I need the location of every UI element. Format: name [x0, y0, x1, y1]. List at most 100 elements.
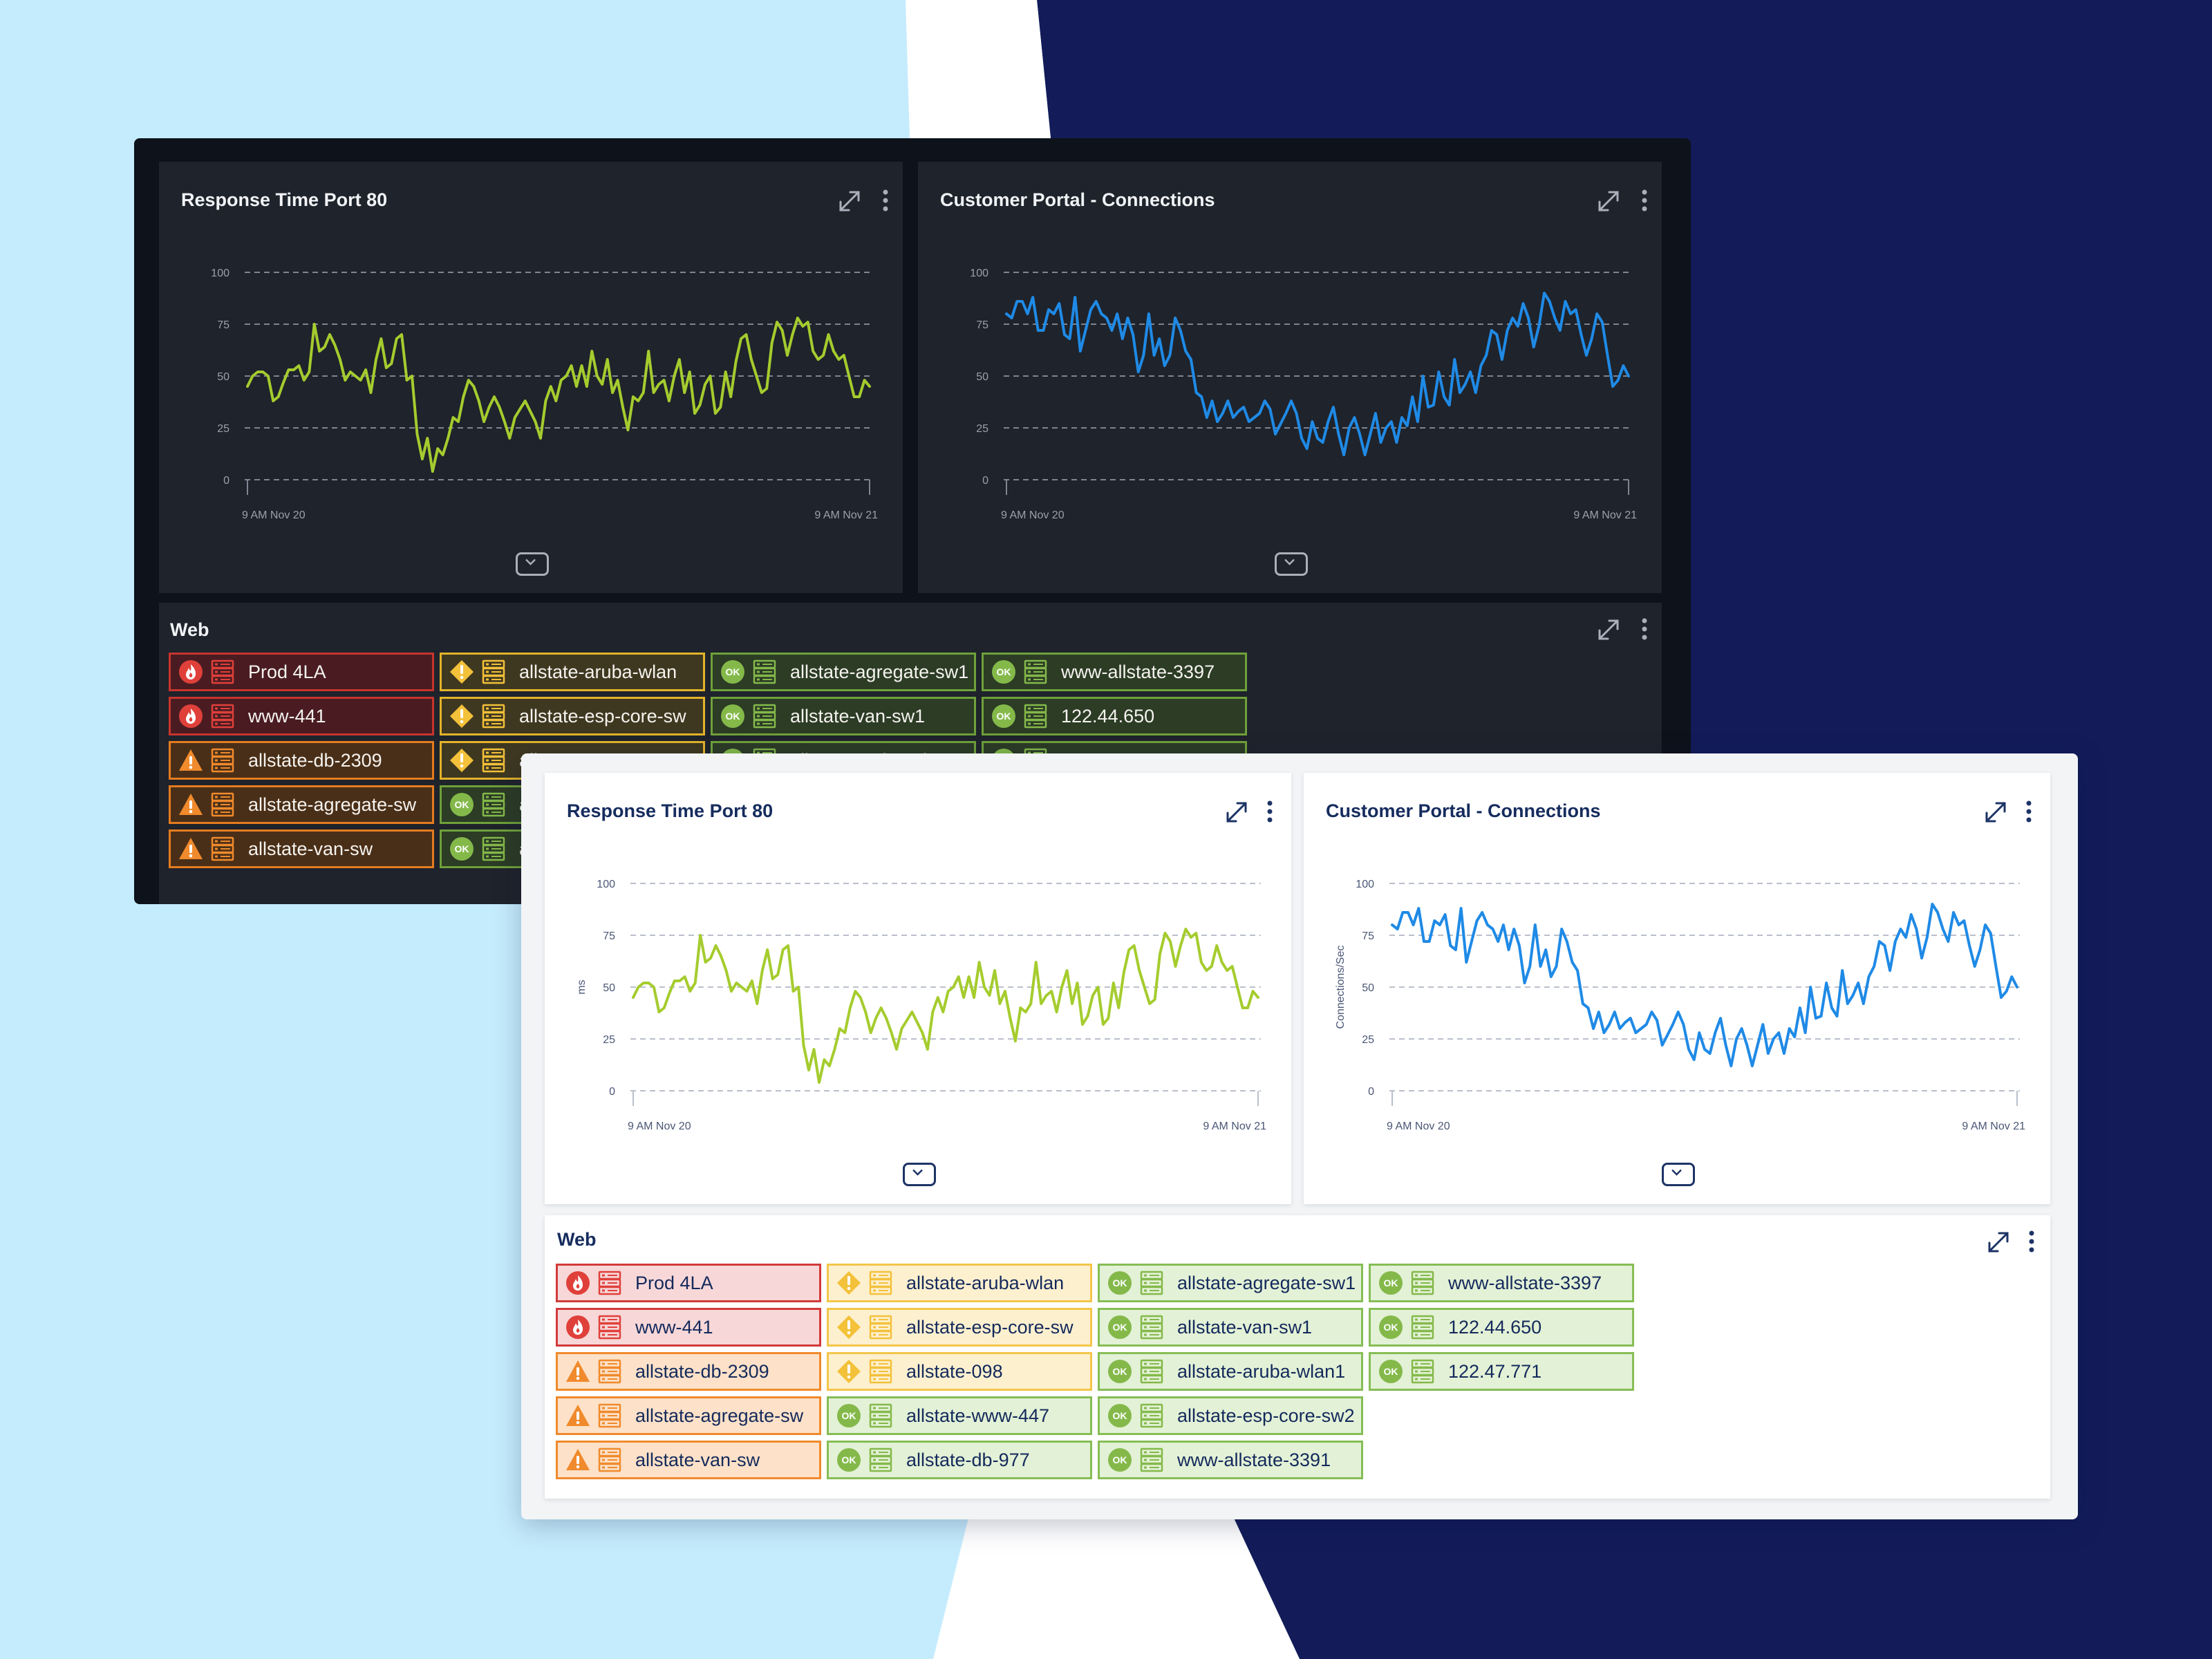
svg-text:OK: OK: [842, 1454, 856, 1465]
x-tick-label: 9 AM Nov 20: [1001, 509, 1065, 521]
expand-icon[interactable]: [1597, 189, 1620, 213]
chart-title: Customer Portal - Connections: [1326, 800, 1601, 821]
svg-text:OK: OK: [1384, 1322, 1398, 1333]
y-tick-label: 75: [1362, 930, 1374, 942]
tile-name: allstate-van-sw1: [790, 705, 926, 727]
web-tile[interactable]: allstate-van-sw: [169, 830, 434, 868]
tile-name: allstate-agregate-sw: [248, 794, 417, 815]
flame-icon: [566, 1315, 590, 1339]
svg-text:OK: OK: [1384, 1366, 1398, 1377]
tile-name: www-allstate-3397: [1061, 661, 1215, 682]
web-tile[interactable]: allstate-aruba-wlan: [440, 653, 705, 691]
warning-diamond-icon: [837, 1360, 861, 1383]
expand-icon[interactable]: [838, 189, 861, 213]
y-tick-label: 50: [217, 371, 229, 383]
y-tick-label: 75: [603, 930, 615, 942]
collapse-button[interactable]: [516, 552, 549, 576]
svg-text:OK: OK: [1113, 1277, 1127, 1288]
server-icon: [753, 704, 776, 729]
web-tile[interactable]: allstate-esp-core-sw: [440, 697, 705, 735]
web-tile[interactable]: OK 122.47.771: [1369, 1352, 1634, 1391]
collapse-button[interactable]: [1662, 1163, 1695, 1186]
tile-name: allstate-www-447: [906, 1405, 1050, 1426]
svg-text:OK: OK: [997, 666, 1011, 677]
x-tick-label: 9 AM Nov 20: [1387, 1121, 1450, 1132]
collapse-button[interactable]: [1275, 552, 1308, 576]
ok-badge-icon: OK: [450, 793, 474, 816]
series-line: [1005, 292, 1630, 456]
y-tick-label: 100: [1356, 879, 1374, 890]
web-tile[interactable]: OK allstate-van-sw1: [1098, 1308, 1363, 1347]
web-tile[interactable]: OK allstate-db-977: [827, 1441, 1092, 1479]
ok-badge-icon: OK: [1108, 1360, 1132, 1383]
expand-icon[interactable]: [1225, 800, 1248, 824]
web-tile[interactable]: www-441: [556, 1308, 821, 1347]
ok-badge-icon: OK: [837, 1404, 861, 1427]
server-icon: [1411, 1359, 1434, 1384]
web-tile[interactable]: allstate-agregate-sw: [169, 785, 434, 824]
ok-badge-icon: OK: [837, 1448, 861, 1472]
server-icon: [1411, 1315, 1434, 1340]
server-icon: [482, 792, 505, 817]
more-options-icon[interactable]: [1640, 188, 1649, 213]
y-tick-label: 25: [603, 1034, 615, 1046]
ok-badge-icon: OK: [1108, 1448, 1132, 1472]
tile-name: www-allstate-3391: [1177, 1449, 1331, 1470]
svg-text:OK: OK: [455, 799, 469, 810]
ok-badge-icon: OK: [1379, 1360, 1403, 1383]
web-tile[interactable]: OK allstate-aruba-wlan1: [1098, 1352, 1363, 1391]
web-tile[interactable]: OK 122.44.650: [1369, 1308, 1634, 1347]
expand-icon[interactable]: [1987, 1230, 2010, 1254]
collapse-button[interactable]: [903, 1163, 936, 1186]
web-tile[interactable]: OK www-allstate-3397: [982, 653, 1247, 691]
web-tile[interactable]: OK 122.44.650: [982, 697, 1247, 735]
web-tile[interactable]: OK allstate-agregate-sw1: [711, 653, 976, 691]
web-tile[interactable]: allstate-db-2309: [556, 1352, 821, 1391]
tile-name: 122.44.650: [1448, 1316, 1542, 1338]
warning-diamond-icon: [450, 660, 474, 684]
web-tile[interactable]: allstate-agregate-sw: [556, 1396, 821, 1435]
y-tick-label: 100: [970, 268, 988, 279]
web-tile[interactable]: OK allstate-agregate-sw1: [1098, 1264, 1363, 1302]
ok-badge-icon: OK: [1108, 1315, 1132, 1339]
server-icon: [482, 704, 505, 729]
web-tile[interactable]: allstate-esp-core-sw: [827, 1308, 1092, 1347]
more-options-icon[interactable]: [1265, 799, 1275, 824]
more-options-icon[interactable]: [881, 188, 890, 213]
warning-diamond-icon: [450, 749, 474, 772]
expand-icon[interactable]: [1597, 618, 1620, 641]
more-options-icon[interactable]: [2027, 1229, 2036, 1254]
warning-triangle-icon: [179, 749, 203, 771]
tile-name: allstate-aruba-wlan: [906, 1272, 1065, 1293]
tile-name: Prod 4LA: [635, 1272, 713, 1293]
web-tile[interactable]: OK allstate-van-sw1: [711, 697, 976, 735]
web-tile[interactable]: Prod 4LA: [169, 653, 434, 691]
web-tile[interactable]: www-441: [169, 697, 434, 735]
web-tile[interactable]: allstate-van-sw: [556, 1441, 821, 1479]
warning-triangle-icon: [179, 838, 203, 859]
web-tile[interactable]: OK allstate-esp-core-sw2: [1098, 1396, 1363, 1435]
expand-icon[interactable]: [1984, 800, 2007, 824]
more-options-icon[interactable]: [1640, 617, 1649, 641]
y-tick-label: 0: [609, 1086, 615, 1098]
tile-name: allstate-agregate-sw1: [1177, 1272, 1356, 1293]
more-options-icon[interactable]: [2024, 799, 2034, 824]
warning-triangle-icon: [566, 1360, 590, 1382]
dark-chart-response-card: Response Time Port 80 0 25 50 75 100 9 AM Nov…: [159, 162, 903, 593]
web-tile[interactable]: allstate-db-2309: [169, 741, 434, 780]
web-tile[interactable]: OK www-allstate-3391: [1098, 1441, 1363, 1479]
server-icon: [482, 748, 505, 773]
chevron-down-icon: [912, 1170, 923, 1176]
y-tick-label: 50: [976, 371, 988, 383]
warning-diamond-icon: [837, 1271, 861, 1295]
server-icon: [211, 748, 234, 773]
web-tile[interactable]: allstate-aruba-wlan: [827, 1264, 1092, 1302]
server-icon: [869, 1403, 892, 1428]
web-tile[interactable]: OK www-allstate-3397: [1369, 1264, 1634, 1302]
web-tile[interactable]: allstate-098: [827, 1352, 1092, 1391]
warning-diamond-icon: [450, 704, 474, 728]
x-tick-label: 9 AM Nov 21: [1203, 1121, 1266, 1132]
web-tile[interactable]: Prod 4LA: [556, 1264, 821, 1302]
web-tile[interactable]: OK allstate-www-447: [827, 1396, 1092, 1435]
tile-name: allstate-agregate-sw: [635, 1405, 804, 1426]
